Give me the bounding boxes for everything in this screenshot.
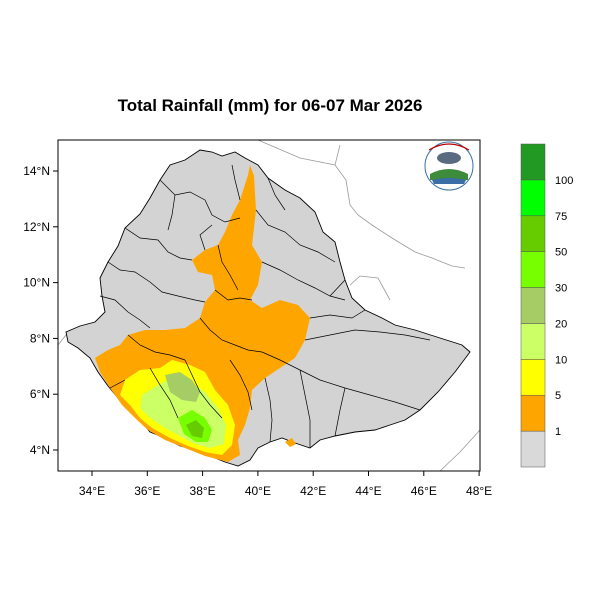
lat-tick-label: 10°N [23,276,50,290]
lat-tick-label: 6°N [30,387,50,401]
legend-label: 10 [555,354,567,366]
legend-label: 1 [555,426,561,438]
legend-label: 75 [555,211,567,223]
lon-tick-label: 44°E [355,484,381,498]
lat-tick-label: 12°N [23,220,50,234]
lon-tick-label: 48°E [466,484,492,498]
agency-logo-icon [424,141,474,191]
lon-tick-label: 36°E [134,484,160,498]
legend-swatch [520,215,546,252]
lat-tick-label: 14°N [23,164,50,178]
legend-label: 50 [555,247,567,259]
lat-tick-label: 8°N [30,331,50,345]
legend-swatch [520,394,546,432]
legend-label: 30 [555,283,567,295]
lon-tick-label: 38°E [190,484,216,498]
legend-swatch [520,143,546,181]
legend-swatch [520,323,546,360]
legend-label: 20 [555,318,567,330]
map-panel [57,139,481,472]
lat-tick-label: 4°N [30,443,50,457]
legend-swatch [520,287,546,324]
legend-swatch [520,359,546,396]
lon-tick-label: 40°E [245,484,271,498]
map-title: Total Rainfall (mm) for 06-07 Mar 2026 [117,96,423,115]
lon-tick-label: 42°E [300,484,326,498]
neighbor-boundaries [57,139,481,472]
lon-tick-label: 34°E [79,484,105,498]
lon-tick-label: 46°E [411,484,437,498]
legend-swatch [520,251,546,288]
region-boundaries [99,164,431,448]
legend-swatch [520,430,546,468]
legend-label: 5 [555,390,561,402]
longitude-axis: 34°E 36°E 38°E 40°E 42°E 44°E 46°E 48°E [79,471,492,498]
rainfall-legend: 1 5 10 20 30 50 75 100 [520,143,573,468]
legend-swatch [520,179,546,217]
latitude-axis: 14°N 12°N 10°N 8°N 6°N 4°N [23,164,58,457]
legend-label: 100 [555,175,573,187]
rainfall-shading [95,165,310,462]
